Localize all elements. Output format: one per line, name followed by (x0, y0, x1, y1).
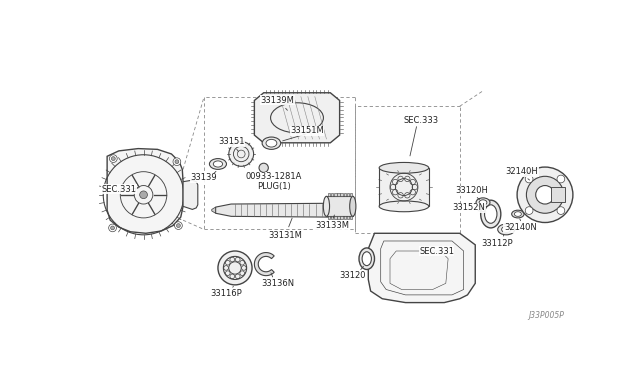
Bar (337, 193, 340, 196)
Ellipse shape (515, 212, 522, 217)
Circle shape (557, 175, 564, 183)
Ellipse shape (362, 252, 371, 266)
Bar (340, 193, 343, 196)
Bar (326, 196, 353, 217)
Circle shape (229, 142, 253, 166)
Text: 33136N: 33136N (261, 279, 294, 288)
Text: 33139: 33139 (191, 173, 218, 182)
Bar (379, 168, 429, 206)
Circle shape (111, 226, 115, 230)
Bar (347, 193, 349, 196)
Circle shape (526, 176, 564, 213)
Circle shape (557, 207, 564, 214)
Ellipse shape (479, 200, 487, 205)
Text: 33120: 33120 (340, 271, 366, 280)
Circle shape (525, 207, 533, 214)
Ellipse shape (266, 140, 277, 147)
Bar (349, 217, 352, 219)
Ellipse shape (359, 248, 374, 269)
Text: 33120H: 33120H (455, 186, 488, 195)
Bar (349, 193, 352, 196)
Text: 00933-1281A
PLUG(1): 00933-1281A PLUG(1) (246, 172, 302, 192)
Text: 33112P: 33112P (481, 239, 513, 248)
Text: SEC.331: SEC.331 (101, 185, 136, 194)
Bar (551, 187, 565, 202)
Bar (334, 217, 337, 219)
Bar (328, 217, 330, 219)
Ellipse shape (498, 224, 515, 235)
Bar (328, 193, 330, 196)
Text: 32140N: 32140N (504, 224, 536, 232)
Circle shape (218, 251, 252, 285)
Circle shape (259, 163, 268, 173)
Polygon shape (368, 233, 476, 302)
Circle shape (177, 224, 180, 228)
Ellipse shape (379, 163, 429, 173)
Bar (347, 217, 349, 219)
Text: 33151M: 33151M (290, 126, 324, 135)
Text: 33116P: 33116P (210, 289, 241, 298)
Circle shape (109, 224, 116, 232)
Text: 33139M: 33139M (260, 96, 294, 105)
Text: 33151: 33151 (218, 137, 244, 146)
Text: 33131M: 33131M (268, 231, 302, 240)
Circle shape (173, 158, 180, 166)
Ellipse shape (323, 196, 330, 217)
Circle shape (536, 186, 554, 204)
Bar (340, 217, 343, 219)
Text: 33133M: 33133M (315, 221, 349, 230)
Ellipse shape (481, 200, 501, 228)
Ellipse shape (484, 205, 497, 223)
Polygon shape (254, 253, 274, 276)
Text: SEC.333: SEC.333 (403, 116, 438, 125)
Bar (344, 193, 346, 196)
Polygon shape (107, 148, 183, 233)
Polygon shape (183, 180, 198, 209)
Ellipse shape (349, 196, 356, 217)
Ellipse shape (511, 210, 524, 218)
Ellipse shape (213, 161, 223, 167)
Text: J33P005P: J33P005P (529, 311, 564, 320)
Ellipse shape (209, 158, 227, 169)
Text: 32140H: 32140H (506, 167, 538, 176)
Circle shape (111, 157, 115, 161)
Circle shape (525, 175, 533, 183)
Ellipse shape (502, 226, 511, 232)
Text: SEC.331: SEC.331 (419, 247, 454, 256)
Circle shape (175, 160, 179, 164)
Ellipse shape (379, 201, 429, 212)
Bar (331, 193, 333, 196)
Polygon shape (212, 207, 216, 213)
Circle shape (517, 167, 573, 222)
Circle shape (175, 222, 182, 230)
Circle shape (140, 191, 147, 199)
Bar (344, 217, 346, 219)
Bar (334, 193, 337, 196)
Ellipse shape (476, 198, 490, 207)
Ellipse shape (262, 137, 281, 150)
Text: 33152N: 33152N (452, 203, 486, 212)
Polygon shape (254, 93, 340, 143)
Polygon shape (216, 203, 348, 217)
Bar (331, 217, 333, 219)
Circle shape (109, 155, 117, 163)
Bar (337, 217, 340, 219)
